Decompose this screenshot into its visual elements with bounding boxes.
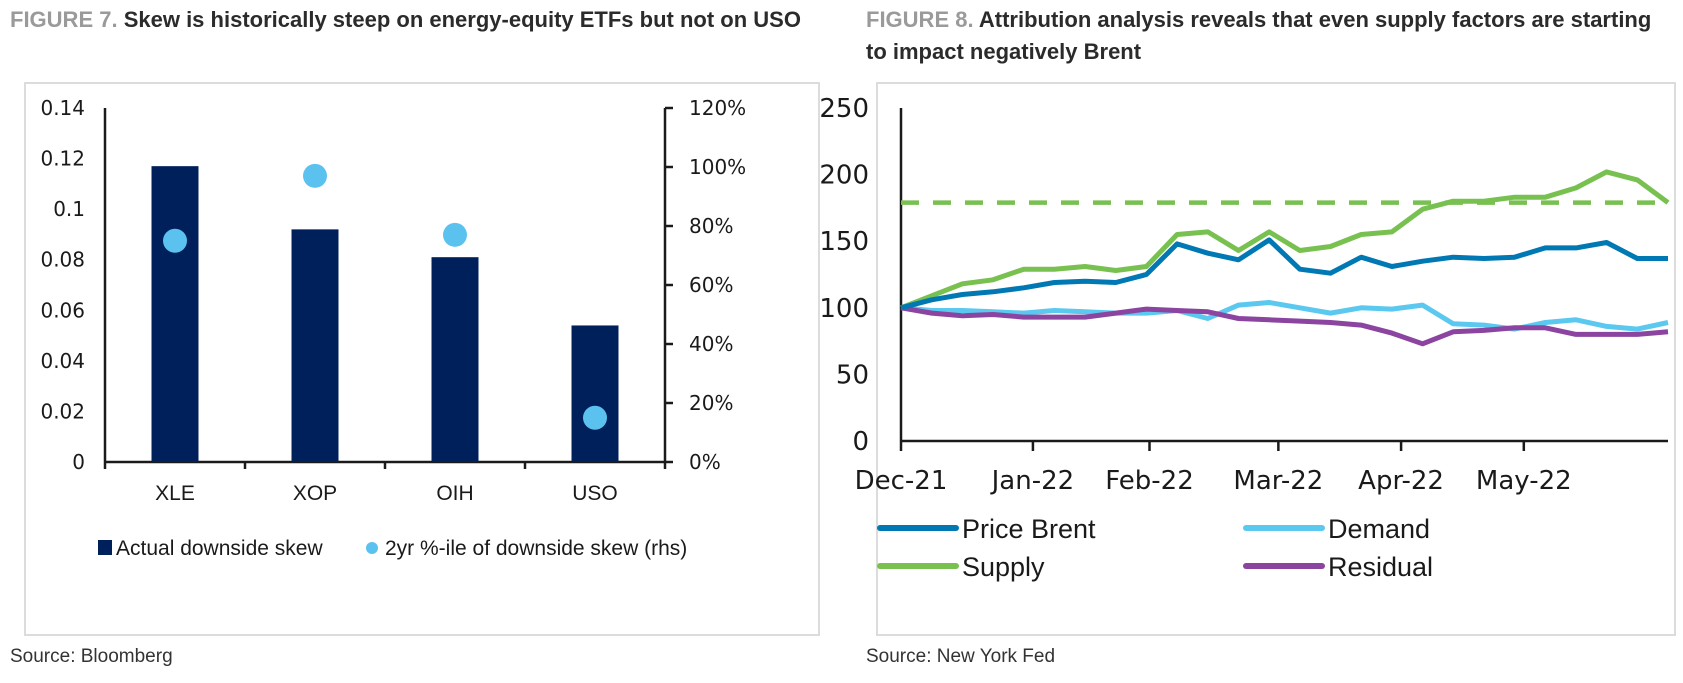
figure-7-title: FIGURE 7. Skew is historically steep on … xyxy=(10,4,830,36)
figure-8-source: Source: New York Fed xyxy=(866,646,1056,667)
left-y-tick-label: 0.04 xyxy=(40,349,85,373)
figure-7-source: Source: Bloomberg xyxy=(10,646,173,667)
legend-label-residual: Residual xyxy=(1328,552,1433,582)
figure-8-title: FIGURE 8. Attribution analysis reveals t… xyxy=(866,4,1666,68)
x-tick-label: USO xyxy=(572,482,618,505)
y-tick-label: 200 xyxy=(819,161,869,191)
x-tick-label: Apr-22 xyxy=(1358,466,1444,496)
x-tick-label: XOP xyxy=(293,482,337,505)
left-y-tick-label: 0 xyxy=(72,450,85,474)
dot-uso xyxy=(583,405,607,430)
x-tick-label: Feb-22 xyxy=(1105,466,1194,496)
x-tick-label: OIH xyxy=(436,482,473,505)
left-y-tick-label: 0.12 xyxy=(40,147,85,171)
figure-8-number: FIGURE 8. xyxy=(866,7,974,32)
right-y-tick-label: 20% xyxy=(689,391,733,415)
x-tick-label: Jan-22 xyxy=(990,466,1075,496)
figure-8-title-text: Attribution analysis reveals that even s… xyxy=(866,7,1652,64)
y-tick-label: 150 xyxy=(819,227,869,257)
bar-uso xyxy=(571,325,619,462)
legend-dot-swatch xyxy=(366,542,378,554)
y-tick-label: 50 xyxy=(836,360,869,390)
x-tick-label: XLE xyxy=(155,482,195,505)
y-tick-label: 100 xyxy=(819,294,869,324)
figure-8-frame xyxy=(876,82,1676,636)
left-y-tick-label: 0.06 xyxy=(40,298,85,322)
left-y-tick-label: 0.08 xyxy=(40,248,85,272)
figure-7-number: FIGURE 7. xyxy=(10,7,118,32)
bar-oih xyxy=(431,257,479,462)
left-y-tick-label: 0.02 xyxy=(40,399,85,423)
legend-label-price-brent: Price Brent xyxy=(962,514,1096,544)
left-y-tick-label: 0.1 xyxy=(53,197,85,221)
series-line-price-brent xyxy=(900,237,1668,311)
series-line-residual xyxy=(900,305,1669,347)
right-y-tick-label: 40% xyxy=(689,332,733,356)
skew-bar-chart: 0 0.02 0.04 0.06 0.08 0.1 0.12 0.14 0% 20% 40% 60% 8… xyxy=(40,96,746,560)
dot-oih xyxy=(443,222,467,247)
legend-label-demand: Demand xyxy=(1328,514,1430,544)
figure-7-title-text: Skew is historically steep on energy-equ… xyxy=(123,7,801,32)
x-tick-label: Mar-22 xyxy=(1233,466,1323,496)
right-y-tick-label: 120% xyxy=(689,96,746,120)
series-line-demand xyxy=(900,300,1669,332)
left-y-tick-label: 0.14 xyxy=(40,96,85,120)
x-tick-label: May-22 xyxy=(1476,466,1572,496)
legend-label-supply: Supply xyxy=(962,552,1045,582)
dot-xle xyxy=(163,228,187,253)
dot-xop xyxy=(303,163,327,188)
legend-bar-swatch xyxy=(98,540,112,555)
series-line-supply xyxy=(900,169,1670,311)
legend-bar-label: Actual downside skew xyxy=(116,537,323,560)
bar-xop xyxy=(291,229,339,462)
y-tick-label: 0 xyxy=(852,427,869,457)
y-tick-label: 250 xyxy=(819,94,869,124)
right-y-tick-label: 60% xyxy=(689,273,733,297)
bar-xle xyxy=(151,166,199,462)
right-y-tick-label: 0% xyxy=(689,450,721,474)
x-tick-label: Dec-21 xyxy=(855,466,948,496)
legend-dot-label: 2yr %-ile of downside skew (rhs) xyxy=(385,537,687,560)
right-y-tick-label: 100% xyxy=(689,155,746,179)
right-y-tick-label: 80% xyxy=(689,214,733,238)
brent-attribution-line-chart: 0 50 100 150 200 250 Dec-21 Jan-22 Feb-22 Mar-22 A… xyxy=(819,94,1670,582)
